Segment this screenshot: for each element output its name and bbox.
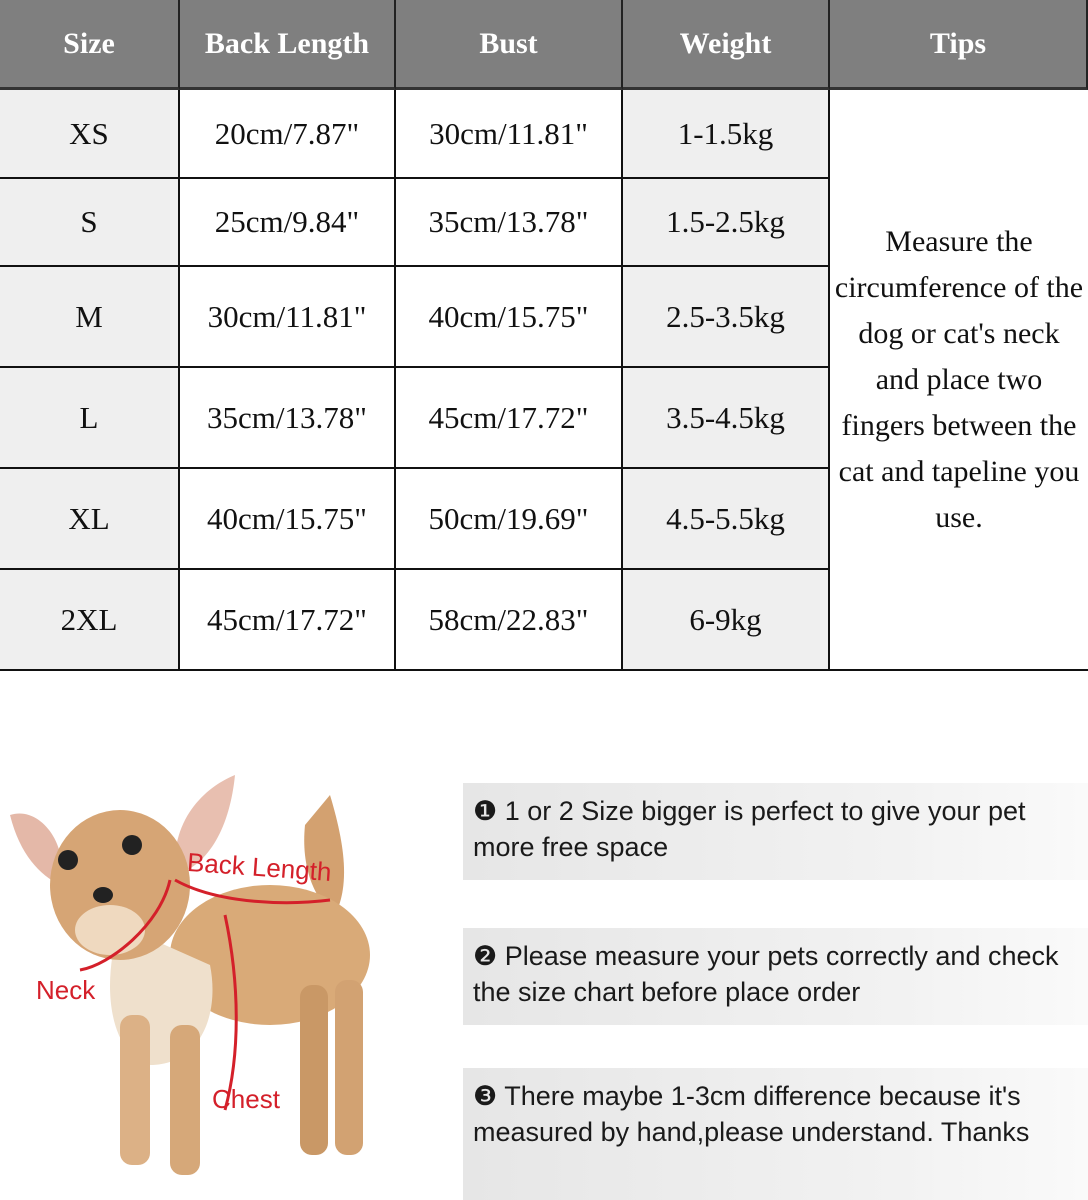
- cell-weight: 4.5-5.5kg: [623, 469, 830, 570]
- cell-size: 2XL: [0, 570, 180, 671]
- cell-bust: 40cm/15.75": [396, 267, 623, 368]
- note-3: ❸ There maybe 1-3cm difference because i…: [463, 1068, 1088, 1200]
- header-tips: Tips: [830, 0, 1088, 90]
- chest-label: Chest: [212, 1084, 280, 1114]
- header-back-length: Back Length: [180, 0, 396, 90]
- cell-back-length: 30cm/11.81": [180, 267, 396, 368]
- note-text: Please measure your pets correctly and c…: [473, 941, 1059, 1007]
- cell-size: XL: [0, 469, 180, 570]
- note-marker: ❷: [473, 941, 498, 971]
- cell-back-length: 20cm/7.87": [180, 90, 396, 179]
- cell-size: S: [0, 179, 180, 267]
- cell-size: XS: [0, 90, 180, 179]
- dog-illustration: [10, 775, 370, 1175]
- cell-weight: 2.5-3.5kg: [623, 267, 830, 368]
- neck-label: Neck: [36, 975, 96, 1005]
- measurement-arrows: [79, 878, 331, 1111]
- note-text: 1 or 2 Size bigger is perfect to give yo…: [473, 796, 1026, 862]
- note-text: There maybe 1-3cm difference because it'…: [473, 1081, 1030, 1147]
- cell-back-length: 40cm/15.75": [180, 469, 396, 570]
- cell-bust: 35cm/13.78": [396, 179, 623, 267]
- cell-size: M: [0, 267, 180, 368]
- cell-weight: 6-9kg: [623, 570, 830, 671]
- cell-weight: 3.5-4.5kg: [623, 368, 830, 469]
- note-2: ❷ Please measure your pets correctly and…: [463, 928, 1088, 1025]
- tips-cell: Measure the circumference of the dog or …: [830, 90, 1088, 671]
- size-chart-table: Size Back Length Bust Weight Tips XS 20cm/7.87…: [0, 0, 1088, 671]
- cell-bust: 30cm/11.81": [396, 90, 623, 179]
- cell-bust: 50cm/19.69": [396, 469, 623, 570]
- cell-back-length: 45cm/17.72": [180, 570, 396, 671]
- cell-bust: 58cm/22.83": [396, 570, 623, 671]
- note-marker: ❶: [473, 796, 498, 826]
- cell-back-length: 35cm/13.78": [180, 368, 396, 469]
- header-weight: Weight: [623, 0, 830, 90]
- header-bust: Bust: [396, 0, 623, 90]
- header-size: Size: [0, 0, 180, 90]
- note-1: ❶ 1 or 2 Size bigger is perfect to give …: [463, 783, 1088, 880]
- cell-back-length: 25cm/9.84": [180, 179, 396, 267]
- note-marker: ❸: [473, 1081, 498, 1111]
- cell-size: L: [0, 368, 180, 469]
- dog-measurement-illustration: [10, 775, 370, 1175]
- cell-weight: 1.5-2.5kg: [623, 179, 830, 267]
- cell-bust: 45cm/17.72": [396, 368, 623, 469]
- cell-weight: 1-1.5kg: [623, 90, 830, 179]
